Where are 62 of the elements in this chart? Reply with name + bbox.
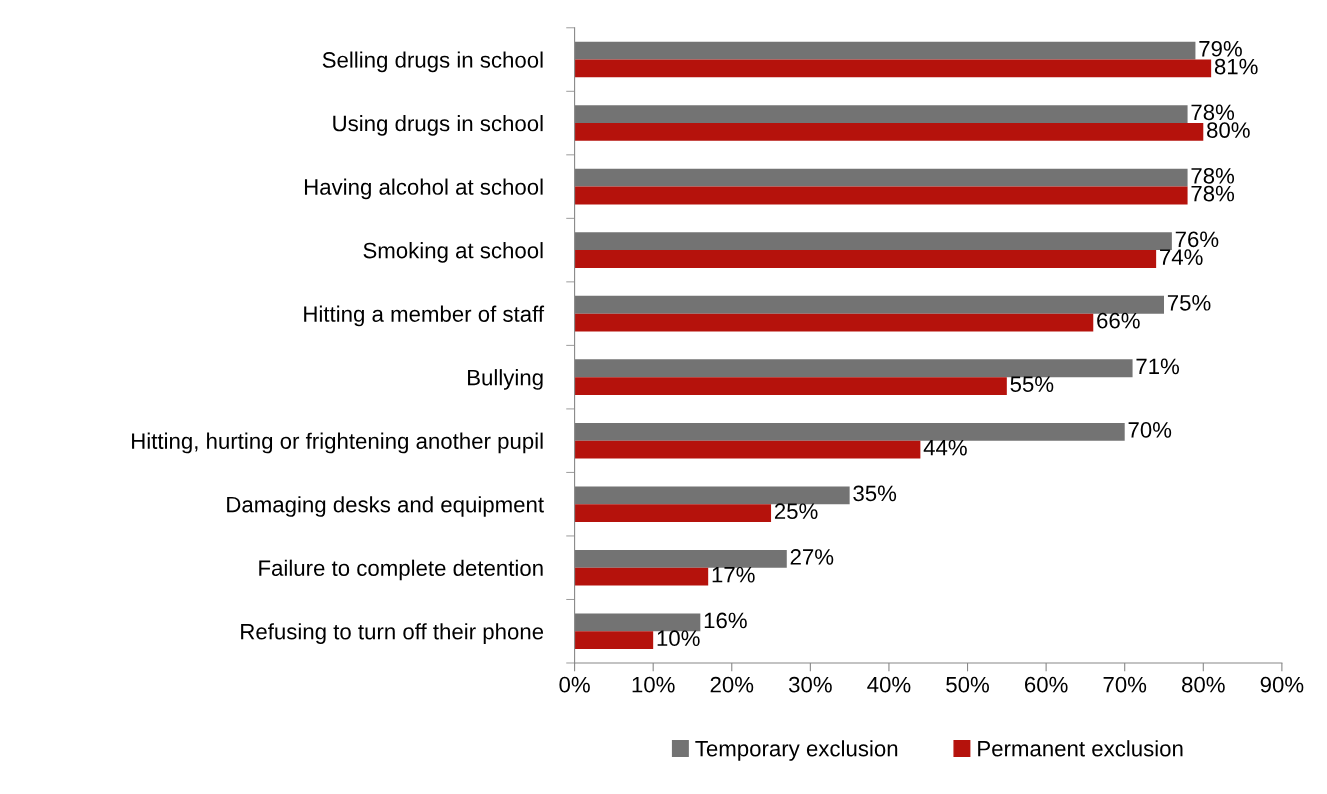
x-tick-label: 20% <box>710 676 754 693</box>
x-tick-label: 40% <box>867 676 911 693</box>
x-tick-label: 10% <box>632 676 675 693</box>
y-tick-label: Selling drugs in school <box>322 51 543 73</box>
x-tick-label: 0% <box>559 676 590 693</box>
data-label: 80% <box>1207 122 1250 138</box>
data-label: 16% <box>704 612 747 629</box>
x-tick-label: 70% <box>1103 676 1147 693</box>
data-label: 76% <box>1175 231 1219 248</box>
x-tick-label: 30% <box>788 676 832 693</box>
bar <box>574 59 1212 78</box>
data-label: 25% <box>774 503 818 520</box>
bar <box>574 359 1133 378</box>
y-tick-label: Bullying <box>468 369 543 390</box>
bar <box>574 631 654 650</box>
legend-label: Permanent exclusion <box>978 740 1183 757</box>
bar <box>574 123 1204 141</box>
bar <box>574 486 850 505</box>
legend-label: Temporary exclusion <box>695 740 898 761</box>
data-label: 74% <box>1160 249 1203 265</box>
bar <box>574 105 1188 124</box>
bar <box>574 186 1188 205</box>
bar <box>574 168 1188 187</box>
bar <box>574 295 1164 314</box>
bar <box>574 41 1196 60</box>
bar <box>574 377 1007 395</box>
y-tick-label: Smoking at school <box>363 242 543 263</box>
x-tick-label: 50% <box>946 676 989 693</box>
bar <box>574 613 701 632</box>
x-tick-label: 60% <box>1025 676 1068 693</box>
data-label: 78% <box>1191 167 1235 184</box>
bar <box>574 422 1125 441</box>
data-label: 81% <box>1214 58 1258 75</box>
data-label: 66% <box>1097 312 1140 329</box>
y-tick-label: Having alcohol at school <box>304 178 543 200</box>
bar <box>574 504 772 522</box>
x-tick-label: 90% <box>1260 676 1304 693</box>
data-label: 78% <box>1191 104 1235 121</box>
data-label: 79% <box>1199 40 1242 57</box>
data-label: 35% <box>853 485 897 502</box>
y-tick-label: Refusing to turn off their phone <box>241 623 544 644</box>
data-label: 17% <box>712 566 755 583</box>
y-tick-label: Hitting, hurting or frightening another pupil <box>132 432 543 454</box>
x-tick-label: 80% <box>1182 676 1225 693</box>
data-label: 78% <box>1191 185 1235 202</box>
bar <box>574 250 1157 268</box>
bar <box>574 232 1172 251</box>
y-tick-label: Using drugs in school <box>333 115 543 136</box>
bar <box>574 567 709 586</box>
data-label: 27% <box>790 549 834 565</box>
data-label: 55% <box>1010 376 1054 393</box>
data-label: 71% <box>1136 358 1180 375</box>
data-label: 44% <box>923 439 967 456</box>
data-label: 75% <box>1167 295 1211 311</box>
data-label: 10% <box>657 630 700 647</box>
y-tick-label: Failure to complete detention <box>259 559 543 581</box>
bar <box>574 440 921 459</box>
data-label: 70% <box>1128 422 1172 438</box>
y-tick-label: Damaging desks and equipment <box>227 496 544 517</box>
bar <box>574 313 1094 332</box>
bar <box>574 549 787 568</box>
y-tick-label: Hitting a member of staff <box>304 305 545 327</box>
